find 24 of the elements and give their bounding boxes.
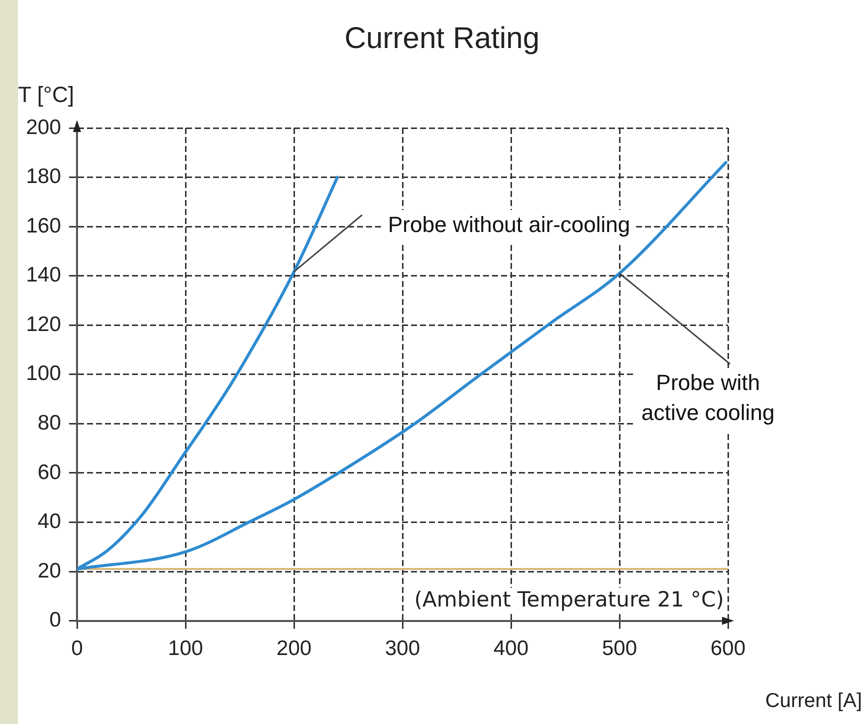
chart-title: Current Rating (343, 22, 541, 56)
y-tick-label: 120 (26, 312, 62, 336)
ref-line-label: (Ambient Temperature 21 °C) (414, 587, 724, 612)
y-tick-label: 140 (26, 264, 62, 287)
y-tick-label: 180 (26, 165, 62, 188)
y-tick-label: 20 (38, 559, 62, 582)
x-tick-label: 100 (168, 637, 204, 660)
y-tick-label: 100 (26, 362, 62, 386)
x-tick-label: 0 (71, 637, 83, 660)
y-tick-label: 60 (38, 460, 62, 484)
y-tick-label: 0 (49, 608, 62, 632)
y-tick-label: 80 (38, 411, 62, 434)
y-tick-label: 40 (38, 510, 62, 534)
x-axis-title: Current [A] (765, 690, 862, 713)
y-tick-label: 200 (26, 116, 62, 139)
text: Probe with active cooling (641, 370, 775, 426)
x-tick-label: 200 (276, 637, 312, 660)
x-tick-label: 400 (493, 637, 529, 660)
x-tick-label: 300 (384, 637, 420, 660)
text: Probe without air-cooling (388, 212, 630, 238)
y-axis-title: T [°C] (18, 82, 74, 108)
x-tick-label: 600 (710, 637, 746, 660)
y-tick-label: 160 (26, 214, 62, 238)
x-tick-label: 500 (602, 637, 638, 660)
